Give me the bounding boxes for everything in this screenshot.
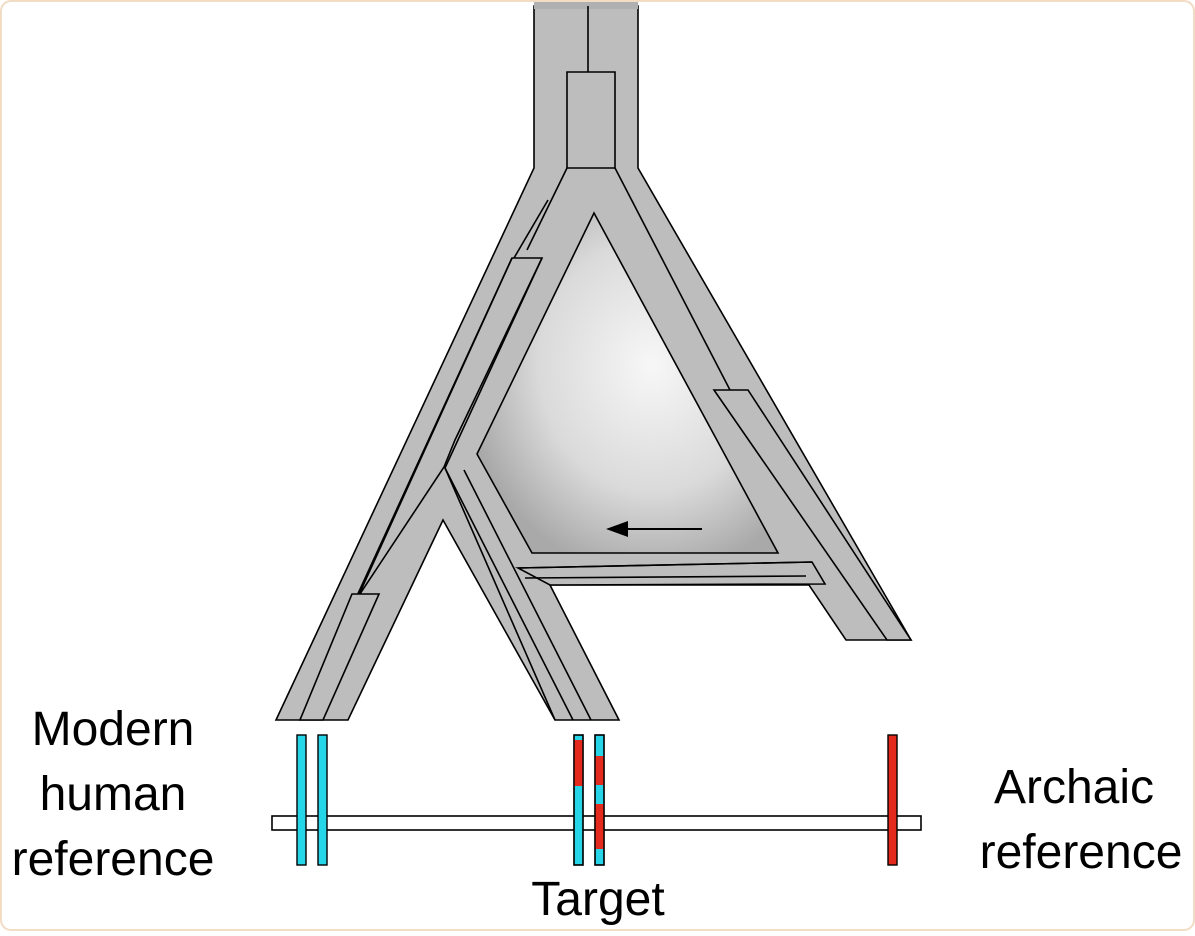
target-label: Target: [531, 873, 664, 926]
modern-haplotype-2: [317, 734, 328, 866]
target-lineage-line-1: [444, 467, 574, 721]
modern-haplotype-1: [296, 734, 307, 866]
admixture-line-top: [517, 561, 813, 569]
left-inner-line-a: [526, 167, 568, 251]
target-haplotypes: [573, 734, 605, 866]
archaic-haplotype: [887, 734, 898, 866]
archaic-label-line2: reference: [980, 826, 1183, 879]
interior-gap: [476, 211, 780, 554]
inner-trunk-lineage: [566, 71, 616, 169]
migration-arrow-head: [606, 521, 628, 537]
modern-label-line1: Modern: [32, 703, 195, 756]
target-haplotype-1: [573, 734, 584, 866]
modern-label-line2: human: [40, 768, 187, 821]
target-lineage-line-2: [463, 469, 592, 721]
population-tree: [274, 2, 913, 721]
modern-small-block: [298, 593, 381, 721]
archaic-label-line1: Archaic: [994, 761, 1154, 814]
left-inner-line-b: [513, 199, 549, 259]
modern-reference-haplotypes: [296, 734, 328, 866]
archaic-inner-block: [712, 389, 913, 641]
modern-label-line3: reference: [12, 833, 215, 886]
target-haplotype-2: [594, 734, 605, 866]
admixture-line-bottom: [524, 575, 807, 579]
archaic-inner-line: [614, 167, 731, 391]
trunk-top: [534, 2, 638, 9]
